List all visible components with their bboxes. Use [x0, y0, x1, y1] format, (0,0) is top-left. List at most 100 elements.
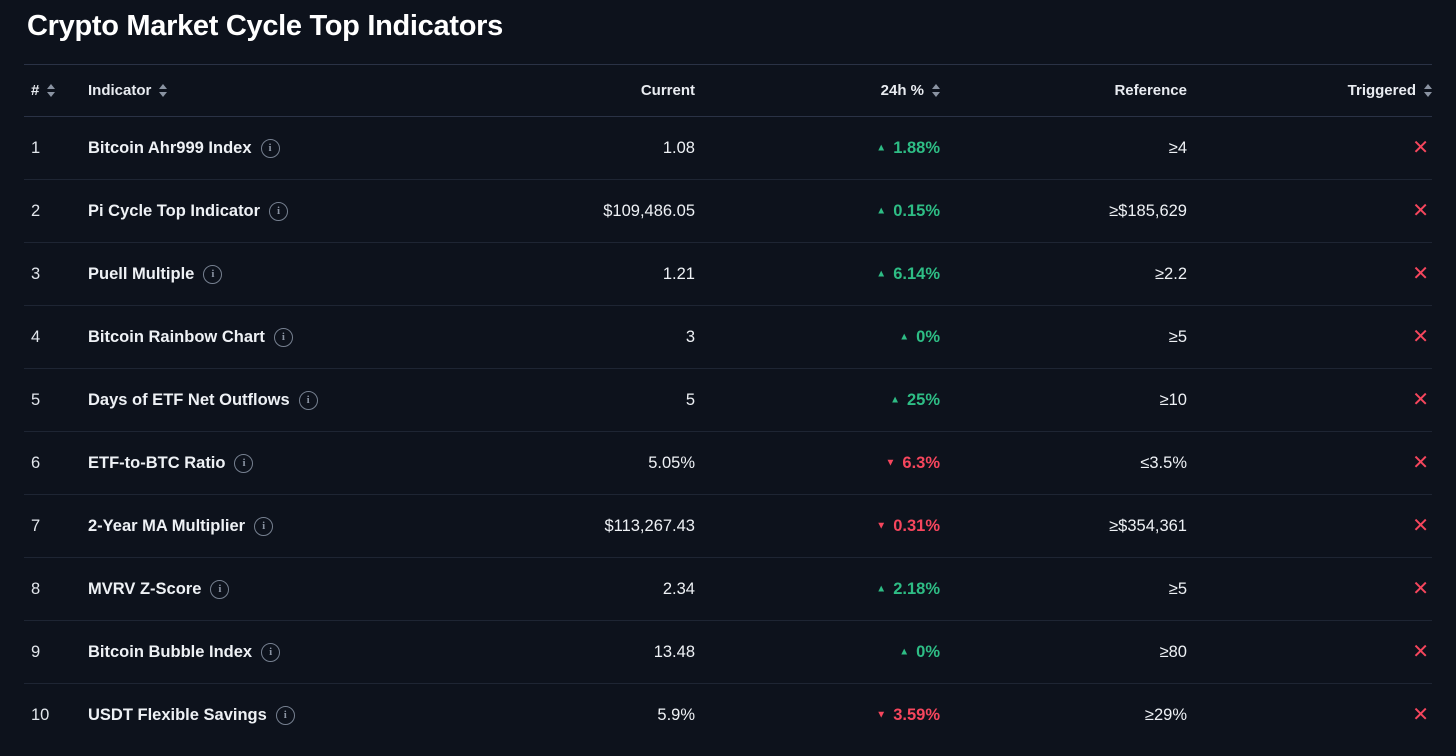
- info-icon[interactable]: i: [261, 642, 281, 662]
- reference-cell: ≥10: [1159, 390, 1187, 409]
- table-row: 7 2-Year MA Multiplier i $113,267.43 ▼ 0.31% ≥…: [24, 495, 1432, 558]
- column-header-label: Reference: [1114, 82, 1187, 99]
- indicator-cell: USDT Flexible Savings i: [80, 705, 485, 725]
- arrow-down-icon: ▼: [876, 709, 887, 721]
- table-row: 3 Puell Multiple i 1.21 ▲ 6.14% ≥2.2 ✕: [24, 243, 1432, 306]
- arrow-up-icon: ▲: [890, 394, 900, 406]
- reference-cell: ≤3.5%: [1140, 453, 1187, 472]
- change-value: 0%: [916, 327, 940, 346]
- arrow-up-icon: ▲: [899, 646, 910, 658]
- current-cell: 1.08: [662, 138, 695, 157]
- change-24h-cell: ▲ 0.15%: [695, 202, 940, 221]
- change-value: 6.3%: [902, 453, 940, 472]
- column-header-indicator[interactable]: Indicator: [80, 82, 485, 99]
- sort-down-arrow: [47, 92, 56, 97]
- reference-cell: ≥5: [1168, 579, 1187, 598]
- column-header-current: Current: [485, 82, 695, 99]
- triggered-cell: ✕: [1187, 705, 1432, 725]
- reference-cell: ≥4: [1168, 138, 1187, 157]
- info-icon[interactable]: i: [254, 516, 274, 536]
- info-icon[interactable]: i: [298, 390, 318, 410]
- triggered-cell: ✕: [1187, 642, 1432, 662]
- indicators-table: # Indicator Current 24h % Reference Triggered…: [24, 64, 1432, 746]
- indicator-cell: Bitcoin Bubble Index i: [80, 642, 485, 662]
- info-icon[interactable]: i: [275, 705, 295, 725]
- not-triggered-icon: ✕: [1412, 515, 1429, 537]
- reference-cell: ≥29%: [1144, 705, 1187, 724]
- reference-cell: ≥80: [1159, 642, 1187, 661]
- not-triggered-icon: ✕: [1412, 641, 1429, 663]
- change-value: 0.31%: [893, 516, 940, 535]
- sort-up-arrow: [1424, 84, 1432, 89]
- triggered-cell: ✕: [1187, 264, 1432, 284]
- info-icon[interactable]: i: [273, 327, 293, 347]
- rank-cell: 10: [31, 705, 50, 724]
- indicator-cell: ETF-to-BTC Ratio i: [80, 453, 485, 473]
- indicator-name: Bitcoin Bubble Index: [88, 642, 253, 661]
- change-value: 1.88%: [893, 138, 940, 157]
- not-triggered-icon: ✕: [1412, 263, 1429, 285]
- table-row: 1 Bitcoin Ahr999 Index i 1.08 ▲ 1.88% ≥4 ✕: [24, 117, 1432, 180]
- column-header-reference: Reference: [940, 82, 1187, 99]
- current-cell: 5.05%: [648, 453, 695, 472]
- rank-cell: 8: [31, 579, 41, 598]
- table-row: 9 Bitcoin Bubble Index i 13.48 ▲ 0% ≥80 ✕: [24, 621, 1432, 684]
- column-header-rank[interactable]: #: [24, 82, 80, 99]
- column-header-triggered[interactable]: Triggered: [1187, 82, 1432, 99]
- table-body: 1 Bitcoin Ahr999 Index i 1.08 ▲ 1.88% ≥4 ✕ 2 Pi C…: [24, 117, 1432, 746]
- change-value: 0%: [916, 642, 940, 661]
- change-24h-cell: ▲ 0%: [695, 328, 940, 347]
- table-row: 6 ETF-to-BTC Ratio i 5.05% ▼ 6.3% ≤3.5% ✕: [24, 432, 1432, 495]
- triggered-cell: ✕: [1187, 390, 1432, 410]
- current-cell: 13.48: [653, 642, 695, 661]
- info-icon[interactable]: i: [269, 201, 289, 221]
- arrow-up-icon: ▲: [899, 331, 910, 343]
- column-header-label: Current: [640, 82, 695, 99]
- sort-down-arrow: [932, 92, 940, 97]
- not-triggered-icon: ✕: [1412, 578, 1429, 600]
- indicator-name: ETF-to-BTC Ratio: [88, 453, 226, 472]
- not-triggered-icon: ✕: [1412, 200, 1429, 222]
- triggered-cell: ✕: [1187, 327, 1432, 347]
- column-header-change24h[interactable]: 24h %: [695, 82, 940, 99]
- indicator-name: 2-Year MA Multiplier: [88, 516, 246, 535]
- table-row: 2 Pi Cycle Top Indicator i $109,486.05 ▲ 0.15…: [24, 180, 1432, 243]
- triggered-cell: ✕: [1187, 516, 1432, 536]
- indicator-name: MVRV Z-Score: [88, 579, 202, 598]
- rank-cell: 5: [31, 390, 41, 409]
- rank-cell: 9: [31, 642, 41, 661]
- indicator-cell: Bitcoin Ahr999 Index i: [80, 138, 485, 158]
- table-row: 8 MVRV Z-Score i 2.34 ▲ 2.18% ≥5 ✕: [24, 558, 1432, 621]
- indicator-name: USDT Flexible Savings: [88, 705, 267, 724]
- not-triggered-icon: ✕: [1412, 326, 1429, 348]
- info-icon[interactable]: i: [260, 138, 280, 158]
- current-cell: $113,267.43: [604, 516, 695, 535]
- change-value: 25%: [906, 390, 940, 409]
- reference-cell: ≥$354,361: [1109, 516, 1187, 535]
- change-value: 2.18%: [893, 579, 940, 598]
- info-icon[interactable]: i: [210, 579, 230, 599]
- change-value: 0.15%: [893, 201, 940, 220]
- indicator-name: Bitcoin Rainbow Chart: [88, 327, 265, 346]
- current-cell: 3: [685, 327, 695, 346]
- triggered-cell: ✕: [1187, 453, 1432, 473]
- info-icon[interactable]: i: [203, 264, 223, 284]
- rank-cell: 2: [31, 201, 41, 220]
- rank-cell: 4: [31, 327, 41, 346]
- info-icon[interactable]: i: [234, 453, 254, 473]
- sort-down-arrow: [1424, 92, 1432, 97]
- column-header-label: 24h %: [880, 82, 924, 99]
- current-cell: 5: [685, 390, 695, 409]
- reference-cell: ≥2.2: [1155, 264, 1187, 283]
- not-triggered-icon: ✕: [1412, 704, 1429, 726]
- arrow-up-icon: ▲: [876, 142, 887, 154]
- arrow-up-icon: ▲: [876, 268, 887, 280]
- current-cell: $109,486.05: [603, 201, 695, 220]
- triggered-cell: ✕: [1187, 138, 1432, 158]
- indicator-cell: Pi Cycle Top Indicator i: [80, 201, 485, 221]
- page-title: Crypto Market Cycle Top Indicators: [27, 10, 503, 42]
- current-cell: 2.34: [662, 579, 695, 598]
- indicator-name: Pi Cycle Top Indicator: [88, 201, 261, 220]
- indicator-cell: Days of ETF Net Outflows i: [80, 390, 485, 410]
